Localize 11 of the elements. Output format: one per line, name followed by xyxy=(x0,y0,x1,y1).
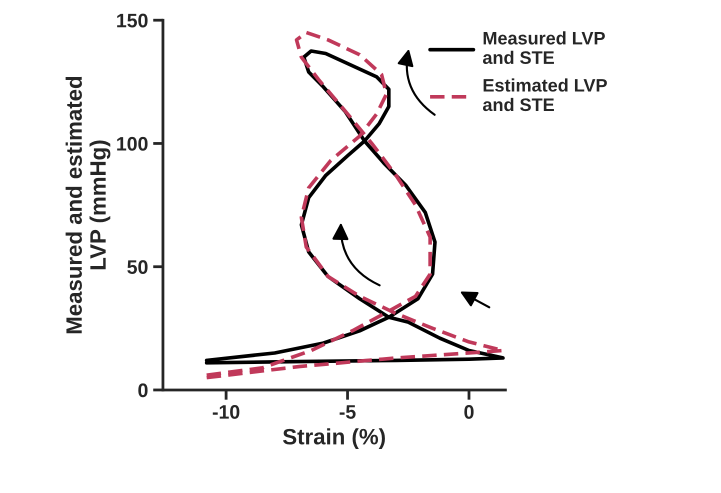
x-tick-label: -10 xyxy=(212,405,240,419)
y-tick-label: 50 xyxy=(127,260,148,274)
x-axis-title: Strain (%) xyxy=(282,428,385,449)
y-tick-label: 100 xyxy=(117,136,148,151)
x-tick-label: 0 xyxy=(464,405,474,419)
y-tick-label: 0 xyxy=(138,383,148,398)
legend-label: Measured LVP and STE xyxy=(482,31,605,64)
legend-label: Estimated LVP and STE xyxy=(482,78,607,112)
x-tick-label: -5 xyxy=(340,405,356,419)
y-axis-title: Measured and estimated LVP (mmHg) xyxy=(66,76,110,334)
y-tick-label: 150 xyxy=(117,14,148,28)
